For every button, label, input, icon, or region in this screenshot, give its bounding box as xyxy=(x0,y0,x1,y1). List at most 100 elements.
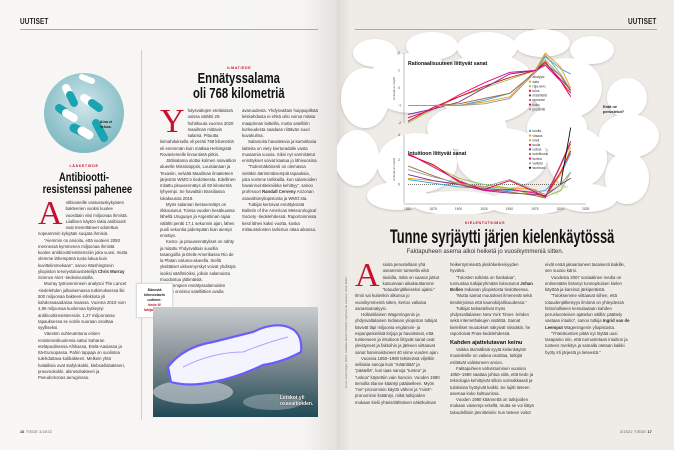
paragraph: Hollantilaisen Wageningenin ja yhdysvalt… xyxy=(355,312,440,356)
paragraph: Myös salaman kestoennätys on rikkoutunut… xyxy=(160,202,236,240)
speech-bubble xyxy=(406,32,458,60)
title-line: oli 768 kilometriä xyxy=(193,86,285,102)
x-tick-label: 2025 xyxy=(582,207,590,211)
vote-text: Äänestä kiinnostavin uutinen: xyxy=(144,288,165,302)
paragraph: Vuodesta 2007 sosiaalinen media on entis… xyxy=(545,275,630,294)
legend-label: raja-arvo xyxy=(533,84,546,88)
title-line: Ennätyssalama xyxy=(197,71,281,87)
person-name: Randall Cerveny xyxy=(262,189,296,195)
speech-bubble xyxy=(599,114,659,158)
legend-label: koko xyxy=(533,103,540,107)
page-number: 17 xyxy=(647,430,653,434)
page-footer: 16 TIEDE 3/2022 xyxy=(20,430,52,434)
speech-bubble xyxy=(532,58,602,118)
magazine-name: TIEDE xyxy=(634,430,647,434)
paragraph: Jättisalama ulottui kolmen osavaltion al… xyxy=(160,158,236,202)
x-tick-label: 1950 xyxy=(506,207,514,211)
legend-marker xyxy=(528,148,532,151)
legend-marker xyxy=(528,166,532,169)
y-tick-label: 0 xyxy=(398,183,400,187)
series-line-määritellä xyxy=(407,63,572,115)
paragraph: Vuoden 1980 käännettä on tutkijoiden muk… xyxy=(450,262,630,418)
legend-marker xyxy=(528,162,532,165)
column-divider xyxy=(141,50,142,420)
section-label: UUTISET xyxy=(20,17,49,26)
article-title: Ennätyssalama oli 768 kilometriä xyxy=(150,72,328,102)
text-run: ”Aiemmin on arvioitu, että vuoteen 2050 … xyxy=(38,237,128,274)
article-kicker: LÄÄKETIEDE xyxy=(69,164,99,168)
x-tick-label: 1850 xyxy=(404,207,412,211)
person-name: Ingrid van de Leemput xyxy=(545,318,630,330)
speech-bubble xyxy=(337,130,379,186)
issue-number: 3/2022 xyxy=(620,430,633,434)
image-credit: Kuvat: Getty Images, NOAA. Grafiikka: Ma… xyxy=(345,276,348,388)
paragraph: Väestön suhteutettuna eniten resistenssi… xyxy=(38,331,128,381)
speech-bubble xyxy=(487,191,567,214)
paragraph: Molempien ennätyssalamoiden mittaus onni… xyxy=(160,108,318,296)
text-run: Tutkijat tarkastelivat myös yhdysvaltala… xyxy=(450,305,531,336)
left-page: UUTISET Aina ei tehoa. LÄÄKETIEDE Antibi… xyxy=(0,0,337,450)
legend-label: tuulla xyxy=(533,143,541,147)
article-title: Tunne syrjäytti järjen kielenkäytössä xyxy=(337,228,633,247)
paragraph: ”Tuloksemme viittaavat siihen, että totu… xyxy=(545,293,630,331)
series-line-prosentti xyxy=(408,54,572,106)
x-tick-label: 1925 xyxy=(480,207,488,211)
article-subtitle: Faktapuheen asema alkoi heiketä jo vuosi… xyxy=(406,249,564,255)
legend-marker xyxy=(528,94,532,97)
magazine-name: TIEDE xyxy=(25,430,38,434)
text-run: Vuosina 1850–1980 teksteissä viljeltiin … xyxy=(355,262,519,405)
speech-bubble xyxy=(605,152,649,204)
text-run: hdysvaltojen eteläisissä osissa välähti … xyxy=(160,108,234,157)
subheading: Kahden ajattelutavan keinu xyxy=(450,340,523,346)
legend-label: viisaus xyxy=(533,134,543,138)
legend-label: uskoa xyxy=(533,148,542,152)
y-tick-label: 0 xyxy=(398,86,400,90)
legend-marker xyxy=(528,98,532,102)
y-tick-label: 2 xyxy=(398,51,400,55)
text-run: Tutkijat kertoivat ennätyksistä Bulletin… xyxy=(242,201,317,232)
speech-bubble xyxy=(570,36,614,64)
text-run: Faktapuheen vahvistuminen vuosina 1850–1… xyxy=(450,365,534,396)
paragraph: ”Todennäköisesti on olemassa vieläkin ää… xyxy=(242,164,318,202)
series-line-prosessi xyxy=(408,63,572,106)
legend-marker xyxy=(528,139,532,142)
legend-label: mieli xyxy=(533,138,540,142)
bubble-question: Entä ne perustelut? xyxy=(603,104,625,115)
text-run: Molempien ennätyssalamoiden mittaus onni… xyxy=(160,108,318,295)
title-line: Antibiootti- xyxy=(59,170,109,184)
speech-bubble xyxy=(427,106,507,150)
page-footer: 3/2022 TIEDE 17 xyxy=(620,430,652,434)
paragraph: Kesto- ja pituusennätykset on nähty ja m… xyxy=(160,239,236,283)
text-run: Indianan yliopistosta tiedotteessa. xyxy=(463,287,529,292)
series-line-tuntea xyxy=(407,141,572,198)
legend-label: tulos xyxy=(533,89,540,93)
legend-marker xyxy=(528,103,532,106)
text-run: ”Tulosten tulkinta on hankalaa”, tunnust… xyxy=(450,274,521,286)
speech-bubble xyxy=(514,29,570,57)
legend-label: facebook xyxy=(533,166,547,170)
legend-label: prosentti xyxy=(533,107,546,111)
speech-bubble xyxy=(607,78,647,118)
text-run: Vuodesta 2007 sosiaalinen media on entis… xyxy=(545,274,622,293)
paragraph: Tutkijat kertoivat ennätyksistä Bulletin… xyxy=(242,202,318,233)
drop-cap: A xyxy=(355,257,380,294)
legend-marker xyxy=(528,80,532,83)
pills-image xyxy=(44,73,124,153)
text-run: ”Mutta samat muutokset ilmenevät sekä ti… xyxy=(450,293,532,305)
legend-label: valitsta xyxy=(533,161,543,165)
x-tick-label: 2000 xyxy=(557,207,565,211)
text-run: Vaikka täsmällistä syytä kielenkäytön mu… xyxy=(450,347,527,365)
issue-number: 3/2022 xyxy=(39,430,53,434)
drop-cap: A xyxy=(38,195,63,232)
y-tick-label: 1 xyxy=(398,69,400,73)
text-run: Salamoita havaitsevia ja kartoittavia la… xyxy=(242,139,318,163)
x-tick-label: 1900 xyxy=(455,207,463,211)
text-run: Vuoden 1980 käännettä on tutkijoiden muk… xyxy=(450,262,626,415)
header-rule xyxy=(355,29,657,30)
legend-marker xyxy=(528,157,532,160)
chart-title: Rationaalisuuteen liittyvät sanat xyxy=(408,61,488,67)
text-run: Wageningenin yliopistosta. xyxy=(562,324,616,330)
